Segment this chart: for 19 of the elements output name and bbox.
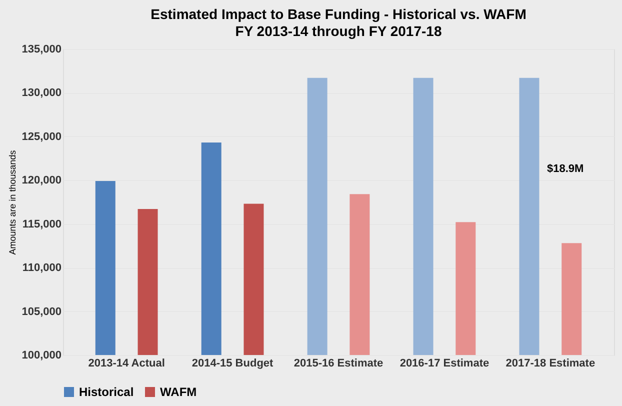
- chart-subtitle: FY 2013-14 through FY 2017-18: [235, 23, 442, 39]
- legend-label: Historical: [79, 385, 134, 399]
- y-tick-label: 120,000: [22, 174, 62, 187]
- chart-title: Estimated Impact to Base Funding - Historical vs. WAFM: [150, 6, 526, 22]
- y-tick-label: 110,000: [22, 262, 62, 274]
- y-tick-label: 130,000: [22, 87, 62, 100]
- y-tick-label: 100,000: [22, 350, 62, 362]
- x-tick-label: 2013-14 Actual: [88, 358, 165, 370]
- y-tick-label: 125,000: [22, 130, 62, 143]
- y-tick-label: 135,000: [22, 44, 62, 56]
- legend-label: WAFM: [160, 385, 197, 399]
- y-tick-label: 105,000: [22, 306, 62, 318]
- x-tick-label: 2015-16 Estimate: [294, 358, 384, 370]
- y-axis-title: Amounts are in thousands: [8, 150, 18, 255]
- x-tick-label: 2016-17 Estimate: [400, 358, 490, 370]
- x-tick-label: 2014-15 Budget: [192, 358, 274, 370]
- x-tick-label: 2017-18 Estimate: [506, 358, 596, 370]
- y-tick-label: 115,000: [22, 218, 62, 230]
- annotation: $18.9M: [547, 163, 584, 175]
